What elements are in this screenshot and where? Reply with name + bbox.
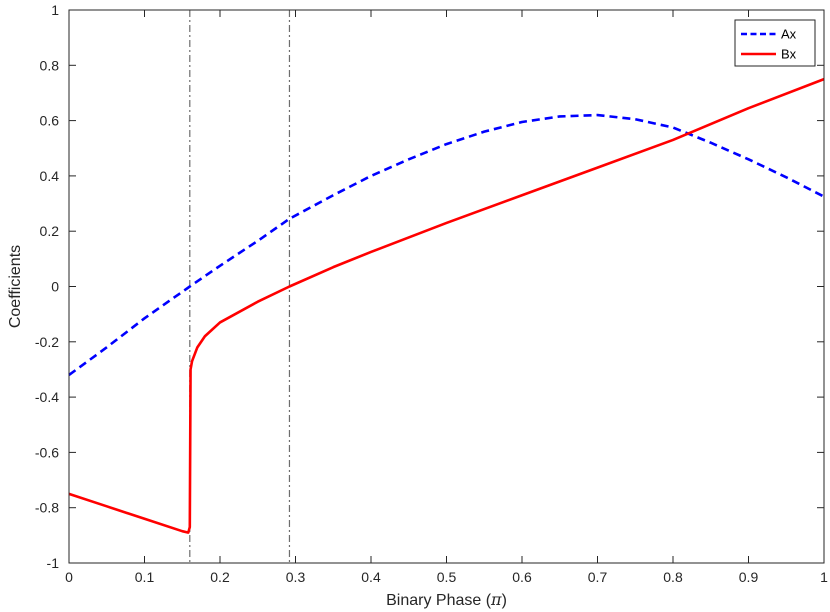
x-axis-label-symbol: π bbox=[490, 590, 502, 609]
x-axis-label-text: Binary Phase ( bbox=[386, 592, 492, 609]
series-line-ax bbox=[68, 113, 825, 377]
plot-background bbox=[69, 10, 824, 563]
y-tick-label: 1 bbox=[51, 2, 59, 18]
y-tick-label: 0.2 bbox=[40, 223, 60, 239]
x-axis: 0 0.1 0.2 0.3 0.4 0.5 0.6 0.7 0.8 0.9 1 bbox=[65, 10, 828, 585]
x-tick-label: 0 bbox=[65, 569, 73, 585]
series-line-bx bbox=[68, 77, 825, 534]
y-tick-label: -1 bbox=[47, 555, 60, 571]
x-tick-label: 0.9 bbox=[739, 569, 759, 585]
y-axis: -1 -0.8 -0.6 -0.4 -0.2 0 0.2 0.4 0.6 0.8 1 bbox=[35, 2, 824, 571]
x-tick-label: 1 bbox=[820, 569, 828, 585]
y-tick-label: -0.4 bbox=[35, 389, 59, 405]
x-tick-label: 0.1 bbox=[135, 569, 155, 585]
x-tick-label: 0.2 bbox=[210, 569, 230, 585]
y-axis-label: Coefficients bbox=[7, 245, 24, 328]
x-tick-label: 0.3 bbox=[286, 569, 306, 585]
legend-box bbox=[734, 19, 816, 67]
x-tick-label: 0.5 bbox=[437, 569, 457, 585]
x-axis-label: Binary Phase (π) bbox=[386, 590, 507, 609]
legend-label-bx: Bx bbox=[781, 47, 797, 62]
series-layer bbox=[68, 77, 825, 534]
y-tick-label: 0 bbox=[51, 279, 59, 295]
y-tick-label: -0.2 bbox=[35, 334, 59, 350]
y-tick-label: 0.8 bbox=[40, 57, 60, 73]
y-tick-label: 0.4 bbox=[40, 168, 60, 184]
y-tick-label: -0.8 bbox=[35, 500, 59, 516]
y-tick-label: 0.6 bbox=[40, 113, 60, 129]
legend-label-ax: Ax bbox=[781, 27, 797, 42]
x-axis-label-close: ) bbox=[502, 592, 507, 609]
x-tick-label: 0.6 bbox=[512, 569, 532, 585]
x-tick-label: 0.4 bbox=[361, 569, 381, 585]
x-tick-label: 0.7 bbox=[588, 569, 608, 585]
y-tick-label: -0.6 bbox=[35, 444, 59, 460]
legend: Ax Bx bbox=[734, 19, 816, 67]
x-tick-label: 0.8 bbox=[663, 569, 683, 585]
